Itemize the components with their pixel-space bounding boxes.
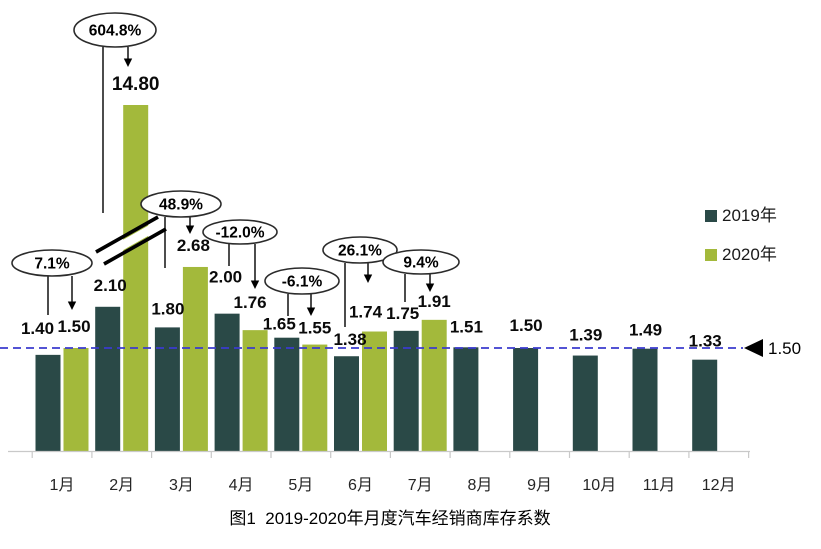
x-axis-label-3月: 3月	[169, 477, 194, 494]
value-label-2019年-3月: 1.80	[151, 299, 184, 318]
bar-2020年-2月	[123, 105, 149, 451]
callout-label-7月: 9.4%	[403, 255, 439, 272]
callout-label-2月: 604.8%	[89, 23, 142, 40]
value-label-2020年-4月: 1.76	[234, 293, 267, 312]
bar-2019年-8月	[453, 347, 479, 451]
bar-2019年-5月	[274, 337, 300, 451]
bar-2020年-3月	[182, 266, 208, 451]
callout-ellipse-3月	[140, 190, 222, 218]
bar-2019年-6月	[334, 356, 359, 451]
figure-caption: 图1 2019-2020年月度汽车经销商库存系数	[229, 509, 551, 528]
callout-arrowhead-4月	[250, 280, 260, 289]
bar-2020年-7月	[421, 319, 447, 451]
legend-swatch-2020	[705, 249, 717, 261]
x-axis-label-2月: 2月	[109, 477, 134, 494]
bar-2019年-7月	[393, 330, 419, 451]
bar-2019年-12月	[692, 359, 718, 451]
value-label-2019年-2月: 2.10	[94, 276, 127, 295]
bar-2019年-3月	[154, 327, 180, 451]
value-label-2020年-1月: 1.50	[57, 317, 90, 336]
callout-arrowhead-1月	[67, 301, 77, 310]
callout-arrowhead-6月	[363, 274, 373, 283]
x-axis-label-8月: 8月	[467, 477, 492, 494]
callout-arrowhead-3月	[185, 225, 195, 234]
bar-2019年-1月	[35, 354, 61, 451]
legend-label-2020: 2020年	[722, 245, 777, 264]
chart-legend: 2019年 2020年	[705, 205, 777, 283]
callout-arrowhead-7月	[425, 283, 435, 292]
bar-2020年-4月	[242, 330, 268, 451]
x-axis-label-5月: 5月	[288, 477, 313, 494]
x-axis-label-9月: 9月	[527, 477, 552, 494]
bar-2019年-10月	[572, 355, 598, 451]
legend-item-2020: 2020年	[705, 244, 777, 266]
value-label-2020年-6月: 1.74	[349, 303, 383, 322]
callout-label-3月: 48.9%	[159, 197, 203, 214]
callout-arrowhead-5月	[306, 307, 316, 316]
bar-2019年-4月	[214, 313, 240, 451]
axis-break-slash	[95, 215, 159, 254]
callout-ellipse-1月	[11, 249, 93, 277]
callout-label-6月: 26.1%	[338, 243, 382, 260]
callout-label-5月: -6.1%	[282, 274, 323, 291]
bar-2019年-2月	[95, 306, 121, 451]
bar-2019年-11月	[632, 348, 658, 451]
value-label-2019年-9月: 1.50	[510, 316, 543, 335]
x-axis-label-1月: 1月	[50, 477, 75, 494]
callout-ellipse-4月	[202, 219, 278, 245]
x-axis-label-12月: 12月	[702, 477, 736, 494]
x-axis-label-7月: 7月	[408, 477, 433, 494]
value-label-2019年-12月: 1.33	[689, 332, 722, 351]
value-label-2019年-7月: 1.75	[386, 304, 419, 323]
callout-ellipse-5月	[264, 267, 340, 295]
reference-line-label: 1.50	[768, 339, 801, 358]
value-label-2019年-5月: 1.65	[263, 315, 296, 334]
value-label-2020年-5月: 1.55	[298, 319, 331, 338]
axis-break-slash	[103, 227, 167, 266]
reference-marker-triangle	[744, 338, 763, 357]
callout-arrowhead-2月	[123, 58, 133, 67]
value-label-2019年-10月: 1.39	[569, 326, 602, 345]
x-axis-label-4月: 4月	[229, 477, 254, 494]
bar-2020年-6月	[362, 331, 387, 451]
value-label-2020年-7月: 1.91	[418, 292, 451, 311]
callout-label-4月: -12.0%	[215, 225, 264, 242]
legend-item-2019: 2019年	[705, 205, 777, 227]
callout-ellipse-7月	[382, 249, 460, 275]
bar-2019年-9月	[513, 347, 539, 451]
value-label-2019年-1月: 1.40	[21, 319, 54, 338]
value-label-2020年-2月: 14.80	[112, 74, 160, 95]
value-label-2019年-4月: 2.00	[209, 268, 242, 287]
callout-ellipse-2月	[73, 12, 157, 48]
value-label-2020年-3月: 2.68	[177, 236, 210, 255]
value-label-2019年-11月: 1.49	[629, 321, 662, 340]
legend-label-2019: 2019年	[722, 206, 777, 225]
x-axis-label-10月: 10月	[582, 477, 616, 494]
bar-2020年-1月	[63, 347, 89, 451]
callout-ellipse-6月	[322, 236, 398, 264]
x-axis-label-6月: 6月	[348, 477, 373, 494]
axis-break-gap	[97, 219, 165, 262]
legend-swatch-2019	[705, 210, 717, 222]
callout-label-1月: 7.1%	[34, 256, 70, 273]
x-axis-label-11月: 11月	[643, 477, 676, 494]
bar-2020年-5月	[302, 344, 328, 451]
value-label-2019年-8月: 1.51	[450, 317, 483, 336]
value-label-2019年-6月: 1.38	[333, 330, 366, 349]
